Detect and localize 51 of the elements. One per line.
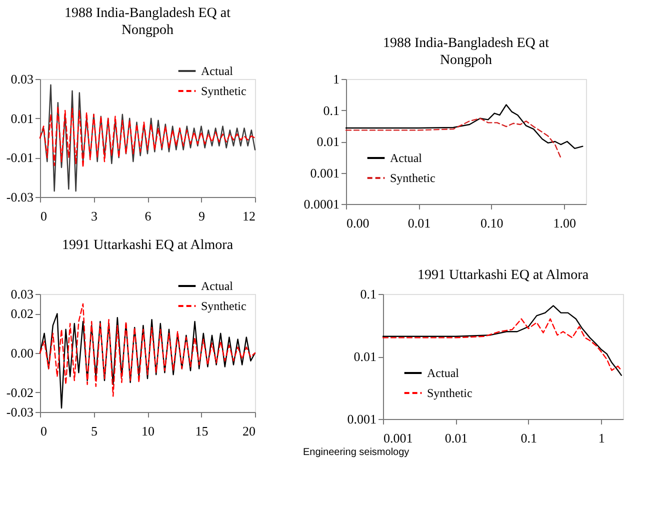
x-tick-label: 9	[198, 208, 205, 224]
line-series	[39, 303, 256, 397]
y-tick-label: 0.1	[323, 102, 340, 118]
x-tick-label: 0.1	[520, 430, 538, 446]
y-tick-label: 0.03	[10, 286, 34, 302]
y-tick-label: 0.001	[310, 165, 340, 180]
legend-label: Synthetic	[201, 84, 246, 98]
y-tick-label: -0.03	[6, 404, 34, 420]
x-tick-label: 10	[142, 424, 154, 438]
x-tick-label: 0.01	[408, 216, 431, 230]
line-series	[39, 313, 256, 409]
x-tick-label: 1.00	[553, 216, 576, 230]
chart-title: 1988 India-Bangladesh EQ at Nongpoh	[64, 6, 231, 38]
legend-label: Actual	[201, 64, 234, 78]
y-tick-label: 0.01	[316, 134, 340, 149]
y-tick-label: 0.0001	[304, 196, 340, 212]
line-series	[39, 106, 256, 168]
x-tick-label: 0.01	[444, 430, 468, 446]
legend-label: Synthetic	[201, 299, 246, 313]
chart-title: 1988 India-Bangladesh EQ at Nongpoh	[382, 36, 550, 68]
y-tick-label: -0.01	[6, 150, 34, 166]
line-series	[39, 84, 256, 192]
y-tick-label: -0.03	[6, 190, 34, 204]
x-tick-label: 3	[91, 208, 98, 224]
x-tick-label: 5	[91, 424, 98, 438]
chart-title: 1991 Uttarkashi EQ at Almora	[62, 238, 234, 253]
x-tick-label: 0	[40, 208, 47, 224]
legend-label: Actual	[201, 279, 234, 293]
y-tick-label: -0.02	[6, 384, 34, 400]
y-tick-label: 0.1	[360, 286, 376, 302]
legend-label: Actual	[427, 366, 460, 380]
y-tick-label: 1	[333, 72, 340, 86]
x-tick-label: 0.001	[384, 430, 413, 446]
legend-label: Synthetic	[390, 171, 436, 185]
y-tick-label: 0.01	[10, 110, 34, 126]
x-tick-label: 0.10	[480, 216, 504, 230]
text: Engineering seismology	[303, 447, 410, 458]
y-tick-label: 0.01	[354, 349, 376, 364]
chart-title: 1991 Uttarkashi EQ at Almora	[417, 268, 590, 283]
y-tick-label: 0.00	[10, 346, 34, 360]
x-tick-label: 1	[598, 430, 605, 446]
x-tick-label: 15	[195, 424, 208, 438]
legend-label: Synthetic	[427, 386, 472, 400]
x-tick-label: 20	[242, 424, 256, 438]
y-tick-label: 0.03	[10, 72, 34, 86]
legend-label: Actual	[390, 151, 423, 165]
x-tick-label: 0	[40, 424, 47, 438]
x-tick-label: 12	[242, 208, 256, 224]
y-tick-label: 0.02	[10, 306, 34, 322]
x-tick-label: 6	[144, 208, 152, 224]
y-tick-label: 0.001	[347, 412, 376, 426]
